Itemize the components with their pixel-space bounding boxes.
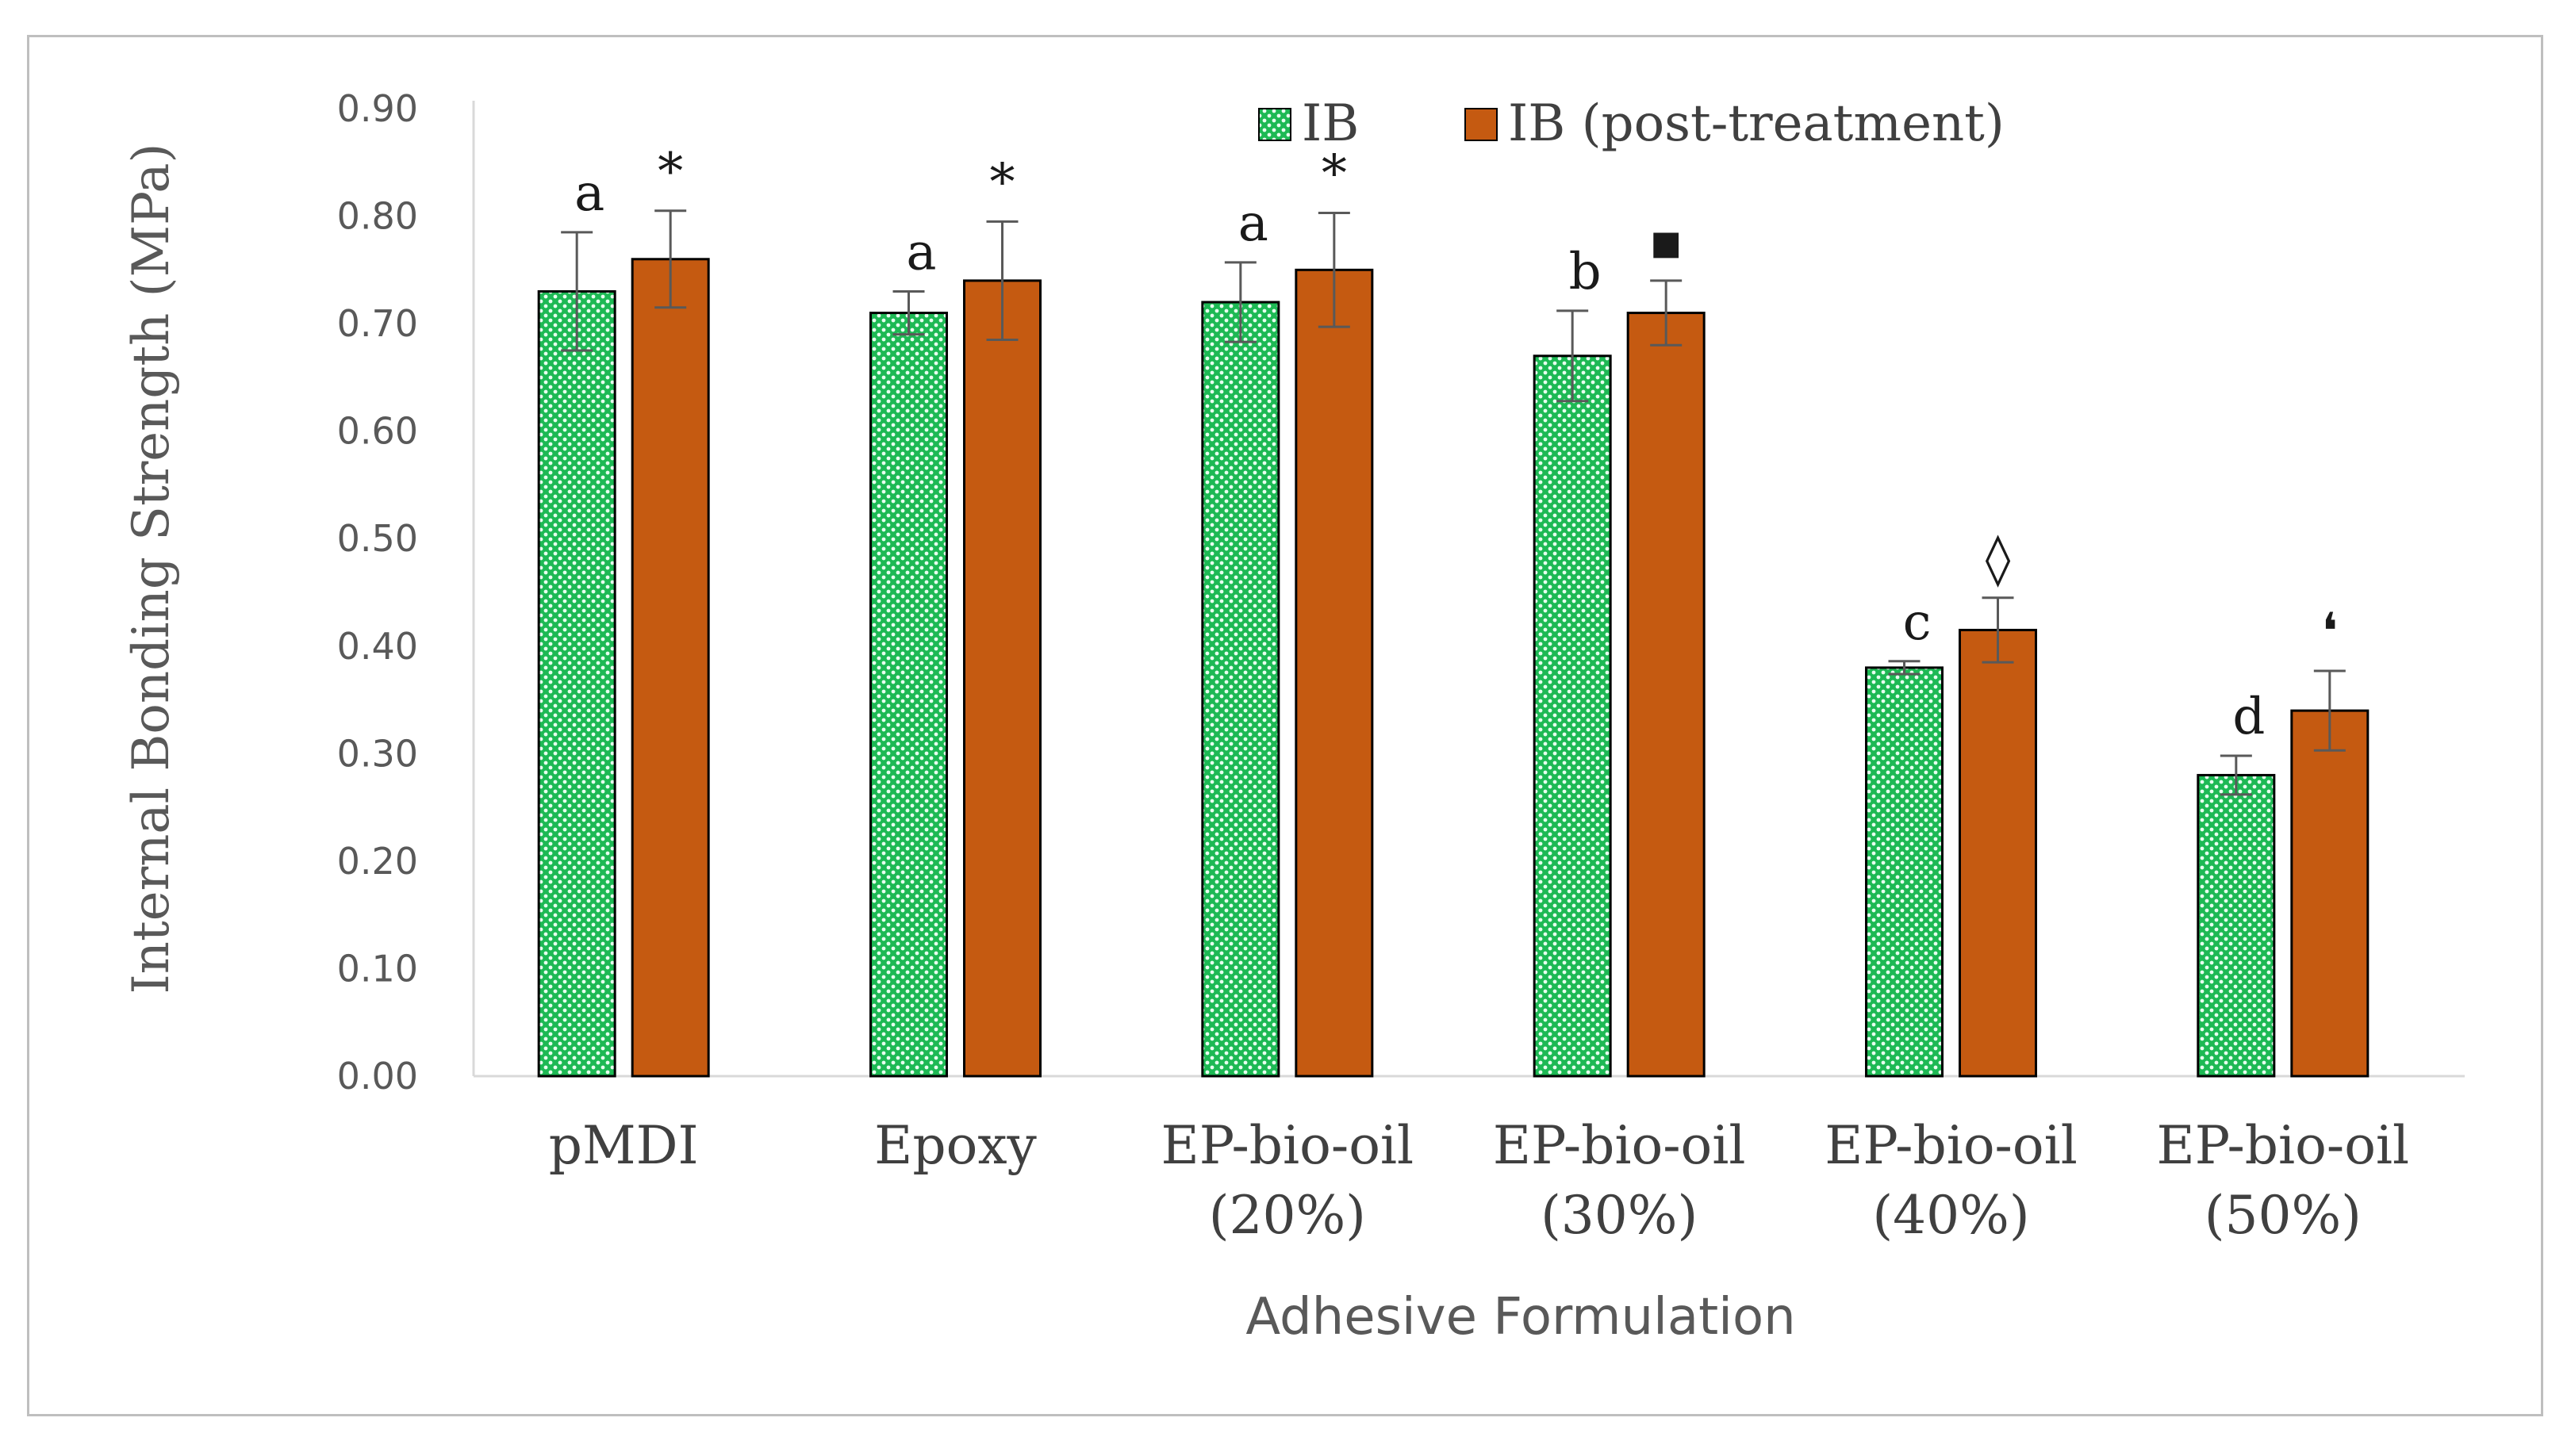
bar-ib-post-treatment xyxy=(2290,709,2370,1078)
legend-swatch-ib xyxy=(1258,108,1291,141)
x-category-label: EP-bio-oil (30%) xyxy=(1493,1115,1746,1246)
significance-label: * xyxy=(658,143,683,201)
significance-label: ◊ xyxy=(1986,530,2011,588)
chart-frame: 0.00 0.10 0.20 0.30 0.40 0.50 0.60 0.70 0.80 0.90… xyxy=(27,35,2543,1416)
x-category-label: pMDI xyxy=(549,1115,699,1176)
significance-label: a xyxy=(906,223,936,282)
x-category-label: EP-bio-oil (20%) xyxy=(1161,1115,1414,1246)
significance-label: * xyxy=(990,153,1015,212)
x-category-label-line: EP-bio-oil xyxy=(1825,1115,2078,1176)
x-category-label-line: (20%) xyxy=(1209,1185,1366,1246)
x-category-label-line: EP-bio-oil xyxy=(1493,1115,1746,1176)
bar-ib xyxy=(869,312,948,1078)
y-axis-title: Internal Bonding Strength (MPa) xyxy=(122,144,181,994)
bar-ib xyxy=(1201,301,1280,1078)
significance-label: a xyxy=(1238,194,1268,253)
legend-label-ib: IB xyxy=(1302,94,1359,153)
significance-label: d xyxy=(2232,688,2265,746)
significance-label: * xyxy=(1322,144,1347,203)
y-tick-label: 0.50 xyxy=(337,517,418,560)
x-category-label-line: (40%) xyxy=(1872,1185,2029,1246)
y-tick-label: 0.00 xyxy=(337,1055,418,1098)
y-tick-label: 0.90 xyxy=(337,87,418,130)
y-tick-label: 0.40 xyxy=(337,625,418,668)
legend-label-ib-post-treatment: IB (post-treatment) xyxy=(1508,94,2005,153)
legend-swatch-ib-post-treatment xyxy=(1464,108,1498,141)
x-axis-title: Adhesive Formulation xyxy=(1245,1288,1795,1347)
bar-chart: 0.00 0.10 0.20 0.30 0.40 0.50 0.60 0.70 0.80 0.90… xyxy=(122,87,2465,1347)
x-category-label-line: EP-bio-oil xyxy=(1161,1115,1414,1176)
y-tick-label: 0.30 xyxy=(337,732,418,775)
x-category-label-line: (30%) xyxy=(1541,1185,1698,1246)
y-tick-label: 0.20 xyxy=(337,840,418,883)
significance-label: ▪ xyxy=(1648,213,1683,271)
significance-label: ❛ xyxy=(2322,603,2339,661)
y-tick-label: 0.70 xyxy=(337,302,418,345)
x-category-label: Epoxy xyxy=(874,1115,1037,1176)
bar-ib xyxy=(537,289,616,1078)
x-category-label-line: (50%) xyxy=(2205,1185,2362,1246)
significance-label: c xyxy=(1903,593,1932,652)
bar-ib xyxy=(1533,354,1612,1078)
significance-label: a xyxy=(574,164,604,223)
x-category-label-line: EP-bio-oil xyxy=(2157,1115,2410,1176)
bar-ib xyxy=(2197,773,2276,1078)
bar-ib xyxy=(1865,666,1944,1078)
x-category-label-line: pMDI xyxy=(549,1115,699,1176)
y-tick-label: 0.60 xyxy=(337,410,418,453)
x-category-label: EP-bio-oil (50%) xyxy=(2157,1115,2410,1246)
bar-ib-post-treatment xyxy=(1295,268,1374,1078)
y-tick-label: 0.80 xyxy=(337,195,418,238)
bar-ib-post-treatment xyxy=(963,279,1042,1078)
y-tick-label: 0.10 xyxy=(337,947,418,990)
bar-ib-post-treatment xyxy=(1959,628,2037,1078)
significance-label: b xyxy=(1569,243,1602,301)
x-category-label-line: Epoxy xyxy=(874,1115,1037,1176)
bar-ib-post-treatment xyxy=(631,258,710,1078)
x-category-label: EP-bio-oil (40%) xyxy=(1825,1115,2078,1246)
bar-ib-post-treatment xyxy=(1626,312,1706,1078)
